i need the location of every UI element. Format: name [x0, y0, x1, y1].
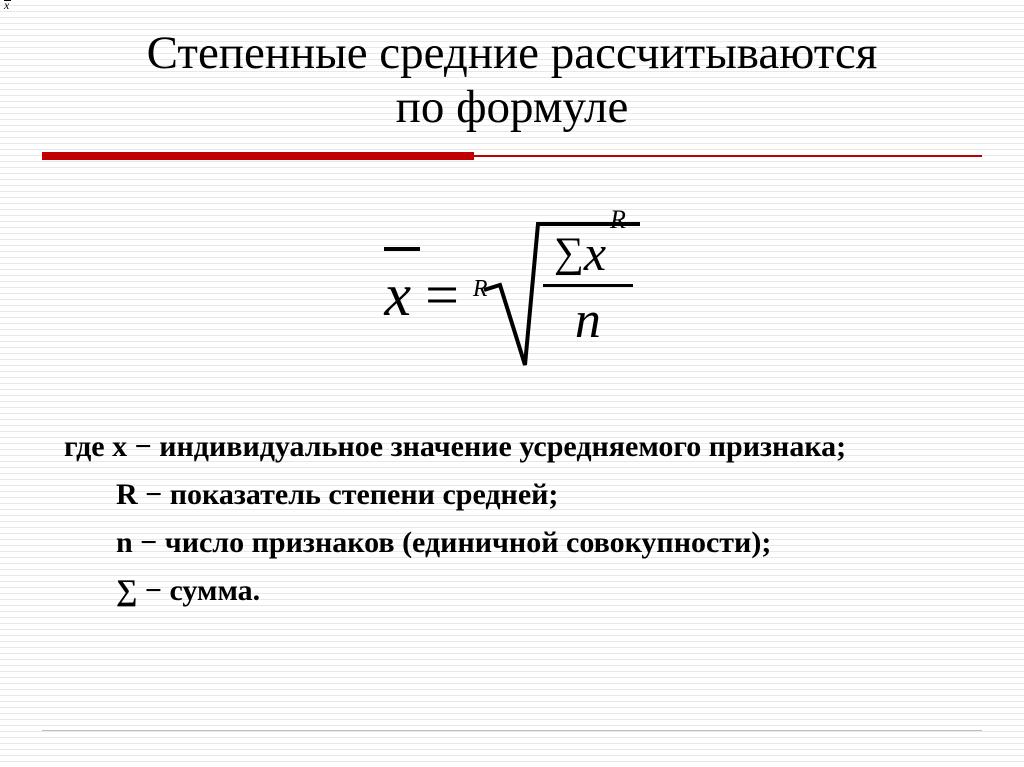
- sigma-symbol: ∑: [554, 230, 584, 276]
- formula-block: x = R ∑xR n: [0, 220, 1024, 370]
- equals-sign: =: [425, 261, 459, 330]
- corner-xbar: x: [4, 0, 11, 11]
- fraction-numerator: ∑xR: [543, 228, 633, 280]
- overbar: [384, 247, 420, 251]
- formula-xbar: x: [384, 261, 411, 330]
- definition-sigma: ∑ − сумма.: [64, 570, 964, 612]
- numerator-var: x: [584, 225, 606, 281]
- formula-lhs-var: x: [384, 262, 411, 328]
- root-expression: R ∑xR n: [473, 220, 640, 370]
- fraction-denominator: n: [543, 291, 633, 347]
- radicand: ∑xR n: [533, 228, 643, 352]
- definition-r: R − показатель степени средней;: [64, 474, 964, 516]
- title-line-1: Степенные средние рассчитываются: [147, 27, 878, 79]
- title-underline: [0, 152, 1024, 160]
- underline-thick: [42, 152, 474, 160]
- corner-x-char: x: [4, 0, 9, 12]
- definition-x: где x − индивидуальное значение усредняе…: [64, 426, 964, 468]
- root-index: R: [473, 276, 488, 303]
- definitions-block: где x − индивидуальное значение усредняе…: [0, 426, 1024, 612]
- fraction-bar: [543, 284, 633, 287]
- slide-content: x Степенные средние рассчитываются по фо…: [0, 0, 1024, 767]
- definition-n: n − число признаков (единичной совокупно…: [64, 522, 964, 564]
- title-line-2: по формуле: [396, 81, 629, 133]
- numerator-exponent: R: [610, 205, 626, 234]
- bottom-divider: [42, 730, 982, 731]
- slide-title: Степенные средние рассчитываются по форм…: [0, 0, 1024, 134]
- fraction: ∑xR n: [543, 228, 633, 347]
